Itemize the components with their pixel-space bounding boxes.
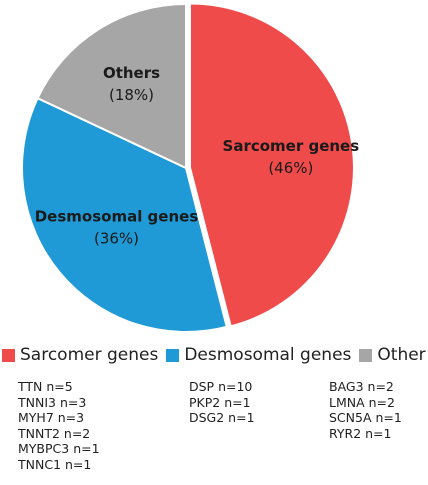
legend-swatch-other [359,348,373,362]
gene-item: TNNT2 n=2 [18,425,91,441]
gene-item: MYBPC3 n=1 [18,441,100,456]
gene-list-other: BAG3 n=2 LMNA n=2 SCN5A n=1 RYR2 n=1 [329,379,402,441]
gene-list-sarcomer: TTN n=5 TNNI3 n=3 MYH7 n=3 TNNT2 n=2 MYB… [18,379,100,472]
gene-item: RYR2 n=1 [329,425,392,441]
slice-percent-desmosomal: (36%) [94,229,139,247]
gene-item: TNNI3 n=3 [18,394,87,410]
legend-item-desmosomal: Desmosomal genes [166,345,351,365]
legend-swatch-desmosomal [166,348,180,362]
legend-item-other: Other [359,345,426,365]
gene-item: DSG2 n=1 [189,410,255,425]
gene-item: BAG3 n=2 [329,379,394,394]
gene-item: PKP2 n=1 [189,394,251,410]
gene-item: TTN n=5 [18,379,73,394]
pie-slice-others [36,2,187,170]
legend-label-desmosomal: Desmosomal genes [184,345,352,365]
slice-label-sarcomer: Sarcomer genes [223,137,360,155]
gene-list-desmosomal: DSP n=10 PKP2 n=1 DSG2 n=1 [189,379,255,426]
legend-label-other: Other [377,345,426,365]
gene-item: TNNC1 n=1 [18,456,92,472]
pie-slice-desmosomal [21,96,229,333]
gene-item: LMNA n=2 [329,394,395,410]
gene-item: DSP n=10 [189,379,253,394]
legend-label-sarcomer: Sarcomer genes [20,345,159,365]
slice-percent-sarcomer: (46%) [268,159,313,177]
pie-chart: Sarcomer genes (46%) Desmosomal genes (36%)… [21,2,360,333]
legend: Sarcomer genes Desmosomal genes Other [2,345,426,365]
slice-label-desmosomal: Desmosomal genes [35,207,199,225]
legend-item-sarcomer: Sarcomer genes [2,345,158,365]
pie-slice-sarcomer [188,2,355,328]
gene-item: MYH7 n=3 [18,410,85,425]
legend-swatch-sarcomer [2,348,15,362]
slice-label-others: Others [103,64,160,82]
gene-item: SCN5A n=1 [329,410,402,425]
slice-percent-others: (18%) [109,86,154,104]
